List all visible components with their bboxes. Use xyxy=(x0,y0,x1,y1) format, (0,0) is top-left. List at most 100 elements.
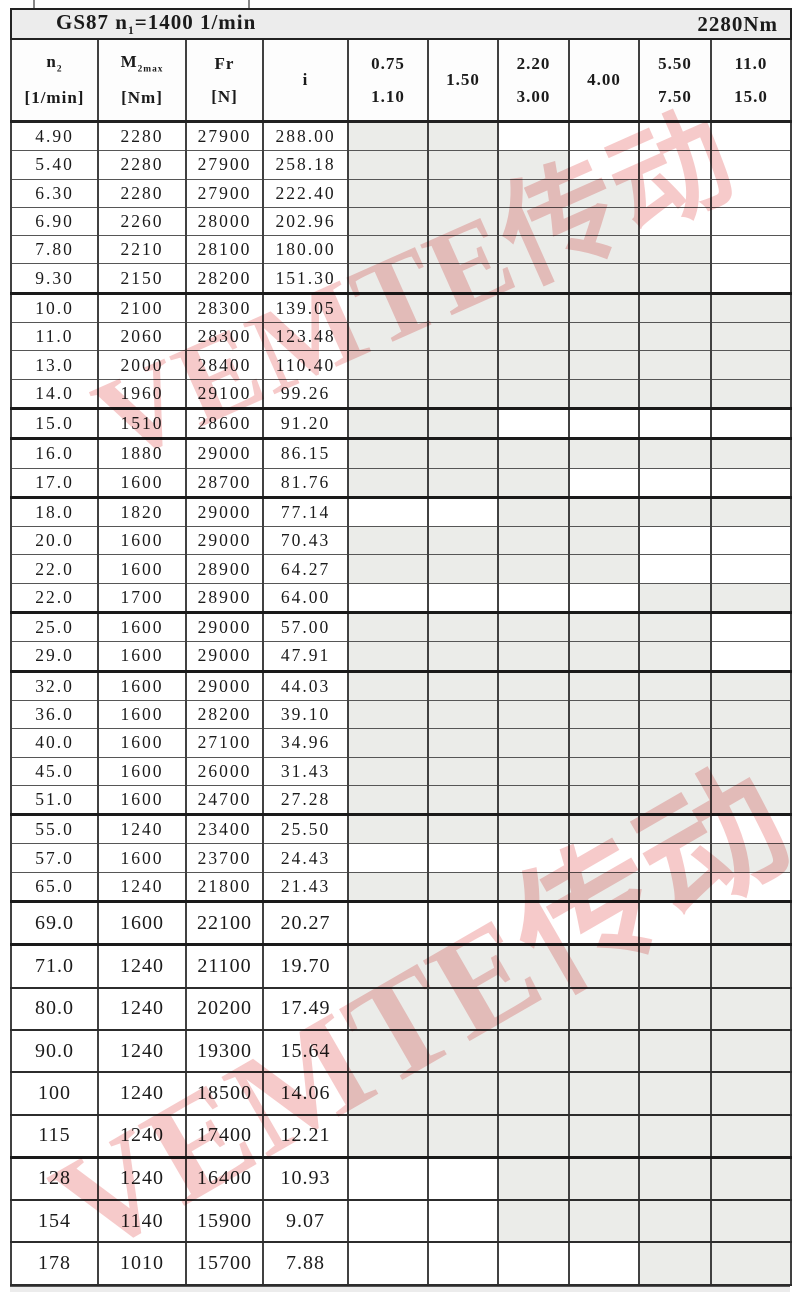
power-availability-cell xyxy=(638,120,712,152)
cell-fr: 27900 xyxy=(185,150,264,180)
power-availability-cell xyxy=(427,496,499,528)
cell-i: 70.43 xyxy=(262,526,349,556)
power-availability-cell xyxy=(347,1071,429,1116)
cell-fr: 21800 xyxy=(185,871,264,904)
power-availability-cell xyxy=(347,378,429,410)
cell-n2: 69.0 xyxy=(10,900,99,947)
cell-m2max: 1240 xyxy=(97,1156,187,1202)
power-availability-cell xyxy=(709,612,793,643)
cell-i: 21.43 xyxy=(262,871,349,904)
power-availability-cell xyxy=(427,756,499,786)
power-availability-cell xyxy=(568,496,640,528)
power-availability-cell xyxy=(709,986,793,1031)
cell-fr: 29000 xyxy=(185,526,264,556)
power-availability-cell xyxy=(638,350,712,380)
power-availability-cell xyxy=(497,728,570,758)
cell-m2max: 2280 xyxy=(97,178,187,208)
cell-n2: 20.0 xyxy=(10,526,99,556)
cell-fr: 28400 xyxy=(185,350,264,380)
power-availability-cell xyxy=(709,1028,793,1074)
power-availability-cell xyxy=(638,784,712,817)
cell-fr: 28200 xyxy=(185,699,264,730)
power-availability-cell xyxy=(497,206,570,237)
cell-m2max: 1600 xyxy=(97,756,187,786)
power-availability-cell xyxy=(427,292,499,324)
table-row: 15.0 1510 28600 91.20 xyxy=(10,407,793,441)
table-row: 69.0 1600 22100 20.27 xyxy=(10,900,793,947)
power-availability-cell xyxy=(568,1028,640,1074)
table-row: 128 1240 16400 10.93 xyxy=(10,1156,793,1202)
cell-n2: 17.0 xyxy=(10,467,99,499)
power-availability-cell xyxy=(638,1156,712,1202)
cell-i: 12.21 xyxy=(262,1113,349,1159)
cell-n2: 51.0 xyxy=(10,784,99,817)
table-row: 65.0 1240 21800 21.43 xyxy=(10,871,793,904)
col-header-power-2-20: 2.20 3.00 xyxy=(497,39,570,123)
power-availability-cell xyxy=(638,728,712,758)
cell-fr: 17400 xyxy=(185,1113,264,1159)
table-row: 6.30 2280 27900 222.40 xyxy=(10,178,793,208)
title-row: GS87 n1=1400 1/min 2280Nm xyxy=(11,9,792,40)
power-availability-cell xyxy=(709,1071,793,1116)
power-availability-cell xyxy=(347,235,429,265)
cell-m2max: 2150 xyxy=(97,263,187,295)
cell-n2: 55.0 xyxy=(10,814,99,845)
cell-n2: 32.0 xyxy=(10,670,99,701)
table-row: 115 1240 17400 12.21 xyxy=(10,1113,793,1159)
power-availability-cell xyxy=(497,612,570,643)
table-row: 7.80 2210 28100 180.00 xyxy=(10,235,793,265)
power-availability-cell xyxy=(497,1113,570,1159)
power-availability-cell xyxy=(347,438,429,469)
power-availability-cell xyxy=(568,1156,640,1202)
power-availability-cell xyxy=(709,554,793,584)
table-row: 22.0 1600 28900 64.27 xyxy=(10,554,793,584)
cell-m2max: 1820 xyxy=(97,496,187,528)
cell-fr: 28300 xyxy=(185,292,264,324)
cell-m2max: 1240 xyxy=(97,1113,187,1159)
power-availability-cell xyxy=(347,292,429,324)
cell-fr: 28900 xyxy=(185,582,264,615)
power-availability-cell xyxy=(497,438,570,469)
spec-table-body: 4.90 2280 27900 288.00 5.40 2280 27900 2… xyxy=(10,120,793,1286)
power-availability-cell xyxy=(497,1071,570,1116)
table-row: 20.0 1600 29000 70.43 xyxy=(10,526,793,556)
cell-i: 91.20 xyxy=(262,407,349,441)
power-availability-cell xyxy=(638,263,712,295)
power-availability-cell xyxy=(709,438,793,469)
power-availability-cell xyxy=(497,871,570,904)
cell-fr: 22100 xyxy=(185,900,264,947)
cell-n2: 80.0 xyxy=(10,986,99,1031)
cell-m2max: 1600 xyxy=(97,467,187,499)
cell-fr: 18500 xyxy=(185,1071,264,1116)
power-availability-cell xyxy=(427,235,499,265)
power-availability-cell xyxy=(427,150,499,180)
cell-m2max: 1240 xyxy=(97,986,187,1031)
power-availability-cell xyxy=(347,986,429,1031)
cell-i: 24.43 xyxy=(262,843,349,873)
power-availability-cell xyxy=(709,120,793,152)
power-availability-cell xyxy=(568,526,640,556)
cell-fr: 23400 xyxy=(185,814,264,845)
table-row: 40.0 1600 27100 34.96 xyxy=(10,728,793,758)
power-availability-cell xyxy=(497,467,570,499)
power-availability-cell xyxy=(709,526,793,556)
cell-n2: 6.30 xyxy=(10,178,99,208)
power-availability-cell xyxy=(638,178,712,208)
power-availability-cell xyxy=(709,871,793,904)
table-row: 51.0 1600 24700 27.28 xyxy=(10,784,793,817)
power-availability-cell xyxy=(638,670,712,701)
power-availability-cell xyxy=(347,1199,429,1244)
power-availability-cell xyxy=(638,641,712,673)
power-availability-cell xyxy=(568,322,640,352)
cell-n2: 11.0 xyxy=(10,322,99,352)
cell-i: 25.50 xyxy=(262,814,349,845)
table-row: 10.0 2100 28300 139.05 xyxy=(10,292,793,324)
power-availability-cell xyxy=(638,206,712,237)
power-availability-cell xyxy=(568,235,640,265)
cell-m2max: 1700 xyxy=(97,582,187,615)
power-availability-cell xyxy=(638,235,712,265)
cell-fr: 28000 xyxy=(185,206,264,237)
cell-fr: 29000 xyxy=(185,612,264,643)
cell-m2max: 1600 xyxy=(97,699,187,730)
power-availability-cell xyxy=(427,526,499,556)
